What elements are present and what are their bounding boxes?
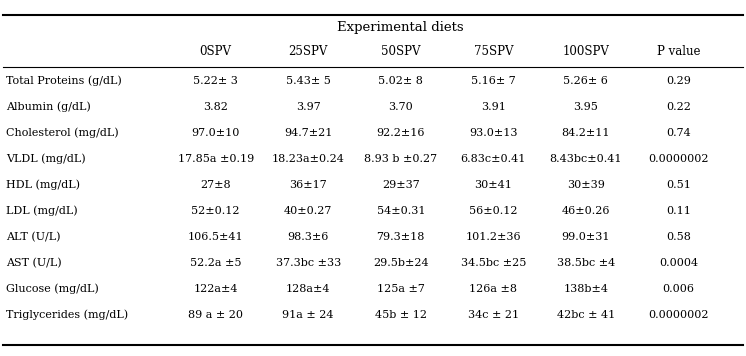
Text: 27±8: 27±8	[201, 180, 231, 190]
Text: 52.2a ±5: 52.2a ±5	[190, 258, 242, 268]
Text: 126a ±8: 126a ±8	[469, 284, 517, 294]
Text: 84.2±11: 84.2±11	[562, 128, 610, 138]
Text: P value: P value	[656, 46, 700, 58]
Text: 52±0.12: 52±0.12	[192, 206, 240, 216]
Text: 25SPV: 25SPV	[289, 46, 328, 58]
Text: 36±17: 36±17	[289, 180, 327, 190]
Text: 3.95: 3.95	[574, 102, 598, 112]
Text: Triglycerides (mg/dL): Triglycerides (mg/dL)	[6, 310, 128, 320]
Text: 75SPV: 75SPV	[474, 46, 513, 58]
Text: 0.58: 0.58	[666, 232, 691, 242]
Text: Experimental diets: Experimental diets	[337, 21, 464, 35]
Text: 17.85a ±0.19: 17.85a ±0.19	[178, 154, 254, 164]
Text: 56±0.12: 56±0.12	[469, 206, 518, 216]
Text: 100SPV: 100SPV	[562, 46, 609, 58]
Text: 0.0004: 0.0004	[659, 258, 698, 268]
Text: Albumin (g/dL): Albumin (g/dL)	[6, 102, 90, 112]
Text: AST (U/L): AST (U/L)	[6, 258, 61, 268]
Text: 8.93 b ±0.27: 8.93 b ±0.27	[364, 154, 437, 164]
Text: Total Proteins (g/dL): Total Proteins (g/dL)	[6, 76, 122, 87]
Text: 0.006: 0.006	[662, 284, 695, 294]
Text: 45b ± 12: 45b ± 12	[374, 310, 427, 320]
Text: 6.83c±0.41: 6.83c±0.41	[460, 154, 526, 164]
Text: 30±39: 30±39	[567, 180, 605, 190]
Text: 38.5bc ±4: 38.5bc ±4	[557, 258, 615, 268]
Text: LDL (mg/dL): LDL (mg/dL)	[6, 206, 78, 216]
Text: 29.5b±24: 29.5b±24	[373, 258, 429, 268]
Text: 0.74: 0.74	[666, 128, 691, 138]
Text: 5.26± 6: 5.26± 6	[563, 76, 608, 86]
Text: 92.2±16: 92.2±16	[377, 128, 425, 138]
Text: 101.2±36: 101.2±36	[466, 232, 521, 242]
Text: 0SPV: 0SPV	[200, 46, 232, 58]
Text: 34c ± 21: 34c ± 21	[468, 310, 519, 320]
Text: 0.29: 0.29	[666, 76, 691, 86]
Text: 29±37: 29±37	[382, 180, 420, 190]
Text: 5.43± 5: 5.43± 5	[286, 76, 330, 86]
Text: 99.0±31: 99.0±31	[562, 232, 610, 242]
Text: 79.3±18: 79.3±18	[377, 232, 425, 242]
Text: VLDL (mg/dL): VLDL (mg/dL)	[6, 154, 85, 164]
Text: 30±41: 30±41	[474, 180, 513, 190]
Text: 3.97: 3.97	[296, 102, 321, 112]
Text: 3.82: 3.82	[203, 102, 228, 112]
Text: HDL (mg/dL): HDL (mg/dL)	[6, 180, 80, 190]
Text: 98.3±6: 98.3±6	[287, 232, 329, 242]
Text: 8.43bc±0.41: 8.43bc±0.41	[550, 154, 622, 164]
Text: 46±0.26: 46±0.26	[562, 206, 610, 216]
Text: 40±0.27: 40±0.27	[284, 206, 333, 216]
Text: 50SPV: 50SPV	[381, 46, 421, 58]
Text: 37.3bc ±33: 37.3bc ±33	[275, 258, 341, 268]
Text: 54±0.31: 54±0.31	[377, 206, 425, 216]
Text: 0.22: 0.22	[666, 102, 691, 112]
Text: 0.0000002: 0.0000002	[648, 310, 709, 320]
Text: 94.7±21: 94.7±21	[284, 128, 333, 138]
Text: 34.5bc ±25: 34.5bc ±25	[460, 258, 526, 268]
Text: 106.5±41: 106.5±41	[188, 232, 243, 242]
Text: 128a±4: 128a±4	[286, 284, 330, 294]
Text: 122a±4: 122a±4	[193, 284, 238, 294]
Text: 5.02± 8: 5.02± 8	[378, 76, 423, 86]
Text: 91a ± 24: 91a ± 24	[283, 310, 334, 320]
Text: 138b±4: 138b±4	[563, 284, 609, 294]
Text: 125a ±7: 125a ±7	[377, 284, 424, 294]
Text: 5.16± 7: 5.16± 7	[471, 76, 515, 86]
Text: 89 a ± 20: 89 a ± 20	[188, 310, 243, 320]
Text: Glucose (mg/dL): Glucose (mg/dL)	[6, 284, 98, 294]
Text: 3.91: 3.91	[481, 102, 506, 112]
Text: 3.70: 3.70	[389, 102, 413, 112]
Text: ALT (U/L): ALT (U/L)	[6, 232, 60, 242]
Text: 18.23a±0.24: 18.23a±0.24	[272, 154, 345, 164]
Text: 5.22± 3: 5.22± 3	[193, 76, 238, 86]
Text: 97.0±10: 97.0±10	[192, 128, 240, 138]
Text: 0.11: 0.11	[666, 206, 691, 216]
Text: 0.51: 0.51	[666, 180, 691, 190]
Text: 0.0000002: 0.0000002	[648, 154, 709, 164]
Text: 93.0±13: 93.0±13	[469, 128, 518, 138]
Text: 42bc ± 41: 42bc ± 41	[557, 310, 615, 320]
Text: Cholesterol (mg/dL): Cholesterol (mg/dL)	[6, 128, 119, 138]
